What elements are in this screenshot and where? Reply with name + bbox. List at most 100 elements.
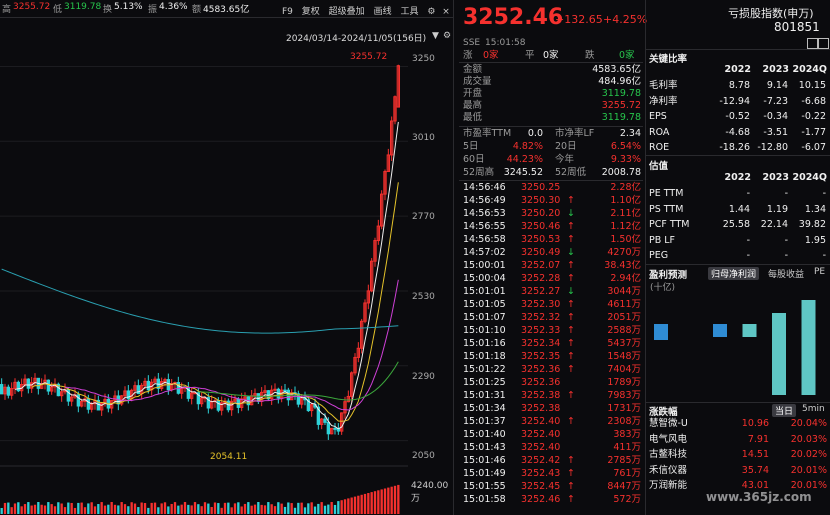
- volume-bar: [250, 505, 253, 514]
- tick-price: 3252.40: [521, 442, 561, 453]
- candle-body: [323, 418, 327, 423]
- forecast-bar: [801, 300, 816, 395]
- candle-body: [326, 421, 330, 435]
- y-tick: 3010: [412, 133, 435, 143]
- mover-row[interactable]: 万润新能 43.01 20.01%: [649, 480, 827, 492]
- panel-expand-icon[interactable]: [818, 38, 829, 49]
- forecast-unit: (十亿): [650, 283, 676, 293]
- candle-body: [100, 402, 104, 411]
- candle-body: [3, 386, 7, 395]
- tick-price: 3252.33: [521, 325, 561, 336]
- mover-row[interactable]: 古鳌科技 14.51 20.02%: [649, 449, 827, 461]
- tick-time: 15:00:01: [463, 260, 506, 271]
- tick-price: 3252.36: [521, 377, 561, 388]
- ratio-label: 净利率: [649, 95, 678, 107]
- breadth-row: 涨 0家 平 0家 跌 0家: [463, 50, 641, 62]
- volume-bar: [77, 502, 80, 514]
- mover-row[interactable]: 禾信仪器 35.74 20.01%: [649, 465, 827, 477]
- candle-body: [396, 65, 400, 108]
- ratio-row: 净利率 -12.94 -7.23 -6.68: [649, 96, 827, 108]
- ratio-row: ROA -4.68 -3.51 -1.77: [649, 127, 827, 139]
- forecast-bar: [654, 324, 668, 340]
- quote-field-row: 成交量 484.96亿: [463, 76, 641, 88]
- volume-bar: [320, 502, 323, 514]
- settings-icon[interactable]: ⚙: [427, 7, 436, 17]
- ratio-value: -6.07: [801, 142, 826, 153]
- chevron-down-icon[interactable]: ▼: [432, 31, 439, 41]
- volume-bar: [97, 504, 100, 514]
- tab-net-profit[interactable]: 归母净利润: [708, 267, 760, 280]
- tools-button[interactable]: 工具: [400, 7, 419, 17]
- divider: [646, 155, 830, 156]
- ratio-label: PCF TTM: [649, 219, 690, 230]
- kline-chart-panel[interactable]: 高 3255.72 低 3119.78 换 5.13% 振 4.36% 额 45…: [0, 0, 454, 515]
- ratio-value: -0.52: [725, 111, 750, 122]
- volume-bar: [93, 506, 97, 514]
- tick-time: 15:01:25: [463, 377, 506, 388]
- financial-panel: 亏损股指数(申万) 801851 关键比率 2022 2023 2024Q 毛利率 8…: [645, 0, 830, 515]
- tick-arrow: ↑: [567, 416, 575, 427]
- candle-body: [46, 379, 51, 392]
- volume-bar: [300, 502, 303, 514]
- volume-bar: [297, 502, 300, 514]
- tick-time: 14:56:53: [463, 208, 506, 219]
- volume-bar: [340, 500, 343, 514]
- candle-body: [373, 240, 377, 262]
- volume-bar: [343, 499, 347, 514]
- kline-svg[interactable]: [0, 44, 410, 514]
- volume-bar: [273, 506, 277, 514]
- ratio-value: -6.68: [801, 95, 826, 107]
- restore-rights-button[interactable]: 复权: [301, 7, 320, 17]
- draw-line-button[interactable]: 画线: [373, 7, 392, 17]
- volume-bar: [190, 505, 193, 514]
- price-pct: +4.25%: [603, 13, 648, 26]
- volume-bar: [237, 502, 240, 514]
- chart-settings-icon[interactable]: ⚙: [443, 31, 452, 41]
- volume-bar: [267, 502, 270, 514]
- tick-arrow: ↑: [567, 234, 575, 245]
- candle-body: [346, 395, 350, 403]
- volume-bar: [17, 502, 20, 514]
- mover-name: 古鳌科技: [649, 449, 688, 460]
- tick-row: 15:01:49 3252.43 ↑ 761万: [463, 468, 641, 480]
- quote-stat-row: 市盈率TTM 0.0 市净率LF 2.34: [463, 128, 641, 140]
- volume-bar: [383, 488, 387, 514]
- f9-button[interactable]: F9: [282, 7, 293, 17]
- volume-bar: [393, 485, 397, 514]
- tick-volume: 572万: [613, 494, 641, 505]
- down-count: 0家: [619, 50, 635, 61]
- tick-time: 15:01:37: [463, 416, 506, 427]
- tick-time: 15:01:07: [463, 312, 506, 323]
- candle-body: [343, 401, 347, 414]
- mover-price: 10.96: [741, 418, 769, 429]
- movers-title: 涨跌幅: [649, 407, 678, 418]
- volume-bar: [257, 502, 260, 514]
- tick-time: 14:56:58: [463, 234, 506, 245]
- volume-bar: [200, 506, 203, 514]
- ratio-row: PEG - - -: [649, 250, 827, 262]
- index-code: 801851: [774, 20, 820, 34]
- panel-layout-icon[interactable]: [807, 38, 818, 49]
- tab-pe[interactable]: PE: [814, 267, 826, 277]
- tick-row: 15:01:05 3252.30 ↑ 4611万: [463, 299, 641, 311]
- tick-row: 14:56:53 3250.20 ↓ 2.11亿: [463, 208, 641, 220]
- mover-row[interactable]: 电气风电 7.91 20.03%: [649, 434, 827, 446]
- tab-today[interactable]: 当日: [772, 404, 797, 417]
- volume-bar: [150, 502, 153, 514]
- mover-row[interactable]: 慧智微-U 10.96 20.04%: [649, 418, 827, 430]
- super-overlay-button[interactable]: 超级叠加: [328, 7, 365, 17]
- tab-eps[interactable]: 每股收益: [768, 270, 805, 280]
- close-icon[interactable]: ×: [442, 7, 450, 17]
- candle-body: [206, 397, 211, 409]
- volume-bar: [160, 503, 163, 514]
- field-label: 成交量: [463, 76, 492, 87]
- mover-change: 20.03%: [790, 433, 827, 445]
- tick-row: 14:56:46 3250.25 2.28亿: [463, 182, 641, 194]
- tab-5min[interactable]: 5min: [802, 404, 825, 414]
- chart-topbar: 高 3255.72 低 3119.78 换 5.13% 振 4.36% 额 45…: [0, 0, 453, 15]
- ratio-value: -: [746, 250, 750, 261]
- candle-body: [176, 382, 181, 394]
- tick-volume: 1.12亿: [610, 221, 641, 232]
- tick-row: 14:56:49 3250.30 ↑ 1.10亿: [463, 195, 641, 207]
- volume-bar: [227, 502, 230, 514]
